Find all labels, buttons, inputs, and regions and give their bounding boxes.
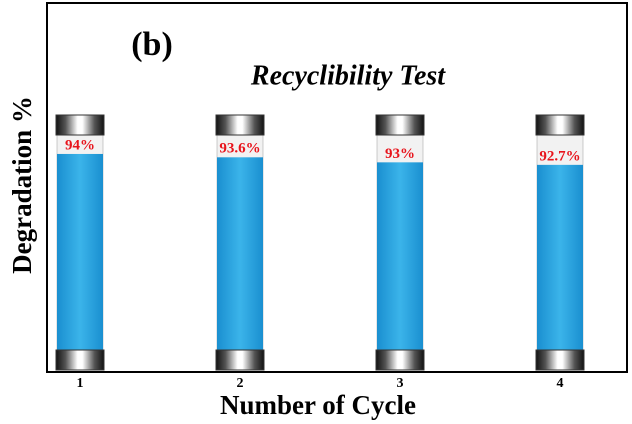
cap xyxy=(215,349,265,371)
x-tick-label: 4 xyxy=(557,376,564,391)
data-label: 93.6% xyxy=(219,141,260,157)
cap xyxy=(375,114,425,136)
x-tick-label: 2 xyxy=(237,376,244,391)
cap xyxy=(55,114,105,136)
bar xyxy=(57,153,103,350)
data-label: 93% xyxy=(385,146,415,162)
panel-label: (b) xyxy=(131,26,173,63)
cap xyxy=(55,349,105,371)
cap xyxy=(535,349,585,371)
cap xyxy=(215,114,265,136)
bar xyxy=(217,157,263,350)
data-label: 94% xyxy=(65,137,95,153)
x-tick-label: 3 xyxy=(397,376,404,391)
chart-title: Recyclibility Test xyxy=(250,60,446,91)
cap xyxy=(535,114,585,136)
plot-frame xyxy=(46,2,628,373)
bar xyxy=(537,164,583,350)
cap xyxy=(375,349,425,371)
x-tick-label: 1 xyxy=(77,376,84,391)
x-axis-label: Number of Cycle xyxy=(220,390,416,420)
data-label: 92.7% xyxy=(539,148,580,164)
y-axis-label: Degradation % xyxy=(7,96,37,274)
bar xyxy=(377,162,423,350)
